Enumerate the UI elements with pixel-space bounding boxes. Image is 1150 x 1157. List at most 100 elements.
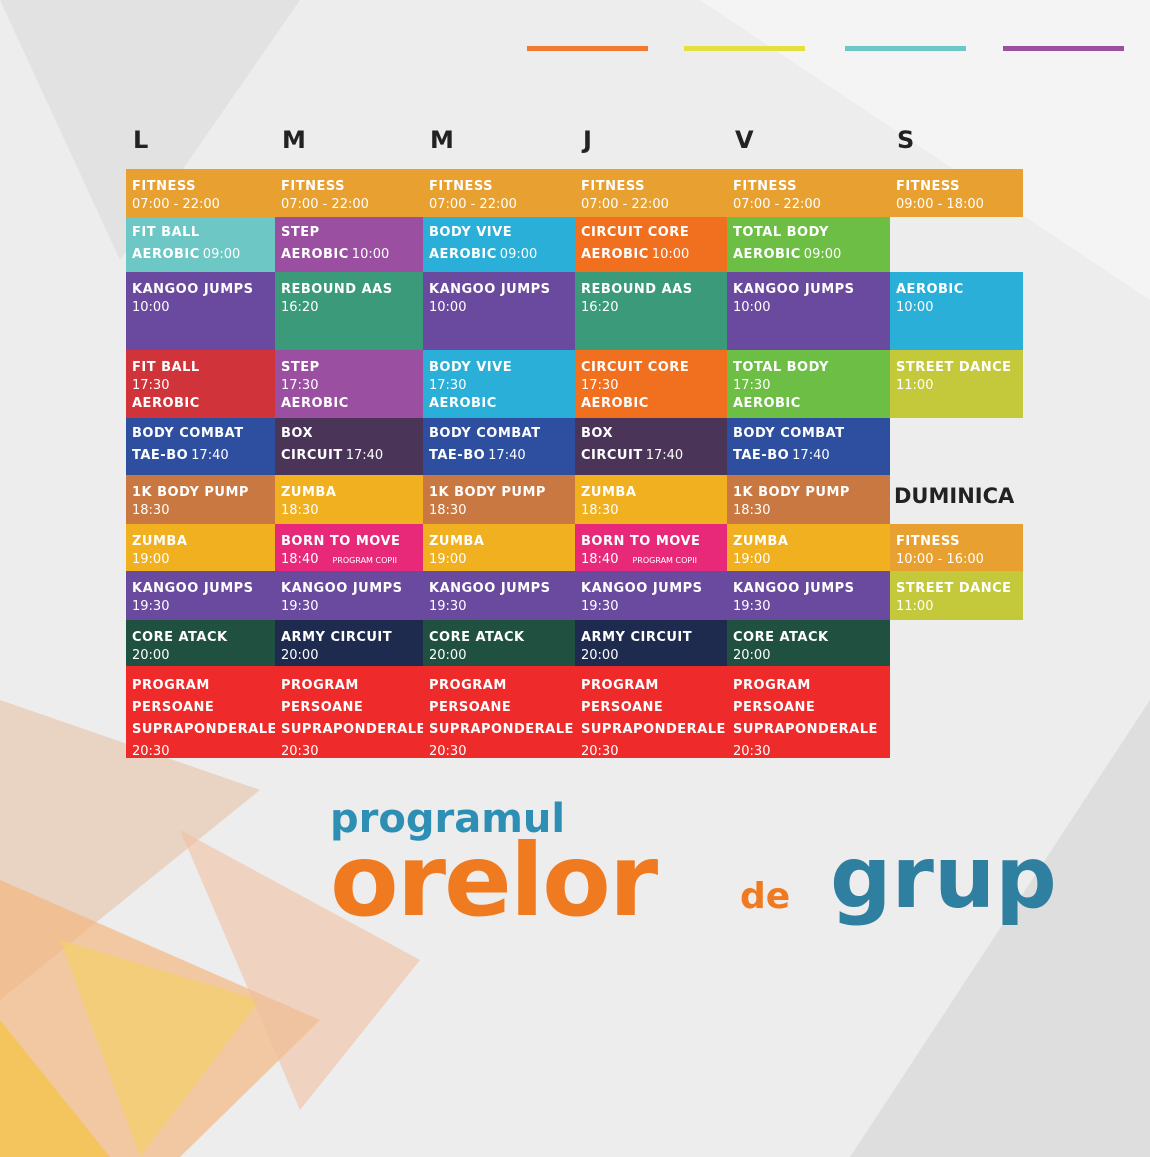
schedule-cell: KANGOO JUMPS 10:00 (126, 272, 275, 350)
class-time: 09:00 (202, 247, 241, 262)
cell-line: TAE-BO 17:40 (132, 446, 269, 464)
cell-line: KANGOO JUMPS (429, 579, 569, 597)
cell-line: 19:30 (429, 597, 569, 615)
class-time: 18:30 (281, 503, 319, 518)
cell-line: STREET DANCE (896, 358, 1017, 376)
cell-line: AEROBIC (896, 280, 1017, 298)
day-label: M (430, 126, 454, 154)
cell-line: AEROBIC 09:00 (429, 245, 569, 263)
class-name: AEROBIC (733, 396, 801, 411)
cell-line: 07:00 - 22:00 (581, 195, 721, 213)
cell-line: 20:30 (733, 740, 884, 758)
cell-line: TAE-BO 17:40 (429, 446, 569, 464)
schedule-cell: STREET DANCE 11:00 (890, 571, 1023, 620)
cell-line: BODY COMBAT (429, 424, 569, 442)
class-time: 19:00 (132, 552, 170, 567)
schedule-cell: FITNESS 07:00 - 22:00 (275, 169, 423, 217)
cell-line: 19:30 (581, 597, 721, 615)
class-name: SUPRAPONDERALE (733, 722, 878, 737)
class-name: TAE-BO (132, 448, 189, 463)
class-name: FITNESS (896, 534, 960, 549)
cell-line: 07:00 - 22:00 (733, 195, 884, 213)
class-time: 18:40 (581, 552, 619, 567)
class-time: 16:20 (581, 300, 619, 315)
cell-line: 18:30 (281, 501, 417, 519)
schedule-cell: ZUMBA 18:30 (275, 475, 423, 524)
cell-line: BODY COMBAT (132, 424, 269, 442)
schedule-cell: ZUMBA 19:00 (727, 524, 890, 571)
schedule-cell: BODY COMBAT TAE-BO 17:40 (423, 418, 575, 475)
class-name: 1K BODY PUMP (429, 485, 546, 500)
class-time: 09:00 (499, 247, 538, 262)
class-time: 20:30 (429, 744, 467, 758)
cell-line: AEROBIC (429, 394, 569, 412)
cell-line: FITNESS (581, 177, 721, 195)
class-name: AEROBIC (281, 396, 349, 411)
schedule-cell: PROGRAM PERSOANE SUPRAPONDERALE 20:30 (727, 666, 890, 758)
class-time: 19:30 (281, 599, 319, 614)
schedule-cell: 1K BODY PUMP 18:30 (126, 475, 275, 524)
class-time: 10:00 (132, 300, 170, 315)
cell-line: STEP (281, 223, 417, 241)
schedule-cell: FITNESS 07:00 - 22:00 (727, 169, 890, 217)
schedule-cell: BODY COMBAT TAE-BO 17:40 (727, 418, 890, 475)
cell-line: 10:00 (429, 298, 569, 316)
cell-line: 20:30 (281, 740, 417, 758)
schedule-cell: ZUMBA 19:00 (423, 524, 575, 571)
schedule-cell: CIRCUIT CORE AEROBIC 10:00 (575, 217, 727, 272)
class-name: SUPRAPONDERALE (581, 722, 726, 737)
class-name: CIRCUIT CORE (581, 225, 690, 240)
cell-line: BODY COMBAT (733, 424, 884, 442)
title-top: programul (330, 796, 566, 842)
class-name: AEROBIC (581, 247, 649, 262)
class-name: REBOUND AAS (581, 282, 693, 297)
cell-line: CIRCUIT 17:40 (581, 446, 721, 464)
schedule-cell: KANGOO JUMPS 10:00 (727, 272, 890, 350)
cell-line: 20:00 (281, 646, 417, 664)
schedule-cell: FITNESS 10:00 - 16:00 (890, 524, 1023, 571)
cell-line: 09:00 - 18:00 (896, 195, 1017, 213)
schedule-cell: 1K BODY PUMP 18:30 (727, 475, 890, 524)
schedule-cell: PROGRAM PERSOANE SUPRAPONDERALE 20:30 (275, 666, 423, 758)
class-time: 17:30 (429, 378, 467, 393)
cell-line: BORN TO MOVE (281, 532, 417, 550)
class-time: 07:00 - 22:00 (132, 197, 220, 212)
class-name: CIRCUIT (281, 448, 343, 463)
class-time: 10:00 (429, 300, 467, 315)
class-note: PROGRAM COPII (632, 556, 697, 565)
cell-line: FIT BALL (132, 223, 269, 241)
class-name: PERSOANE (429, 700, 512, 715)
cell-line: 07:00 - 22:00 (132, 195, 269, 213)
class-name: PERSOANE (581, 700, 664, 715)
cell-line: 19:30 (132, 597, 269, 615)
cell-line: SUPRAPONDERALE (281, 718, 423, 740)
class-name: PERSOANE (281, 700, 364, 715)
cell-line: PROGRAM (281, 674, 417, 696)
cell-line: 1K BODY PUMP (132, 483, 269, 501)
class-time: 10:00 (896, 300, 934, 315)
schedule-cell: AEROBIC 10:00 (890, 272, 1023, 350)
cell-line: 18:40 PROGRAM COPII (581, 550, 721, 569)
class-name: AEROBIC (429, 247, 497, 262)
color-bar (845, 46, 966, 51)
schedule-cell: FITNESS 09:00 - 18:00 (890, 169, 1023, 217)
title-main: orelor (330, 822, 658, 939)
cell-line: CORE ATACK (733, 628, 884, 646)
class-time: 20:00 (281, 648, 319, 663)
cell-line: SUPRAPONDERALE (429, 718, 573, 740)
cell-line: 19:30 (281, 597, 417, 615)
cell-line: FITNESS (132, 177, 269, 195)
cell-line: AEROBIC (581, 394, 721, 412)
class-name: ARMY CIRCUIT (581, 630, 693, 645)
class-name: PROGRAM (581, 678, 659, 693)
schedule-cell: KANGOO JUMPS 19:30 (575, 571, 727, 620)
title-end: grup (830, 828, 1057, 928)
class-name: KANGOO JUMPS (281, 581, 403, 596)
cell-line: 18:30 (429, 501, 569, 519)
cell-line: AEROBIC (281, 394, 417, 412)
class-time: 17:30 (281, 378, 319, 393)
cell-line: KANGOO JUMPS (281, 579, 417, 597)
cell-line: 17:30 (581, 376, 721, 394)
cell-line: PERSOANE (581, 696, 721, 718)
cell-line: ZUMBA (132, 532, 269, 550)
